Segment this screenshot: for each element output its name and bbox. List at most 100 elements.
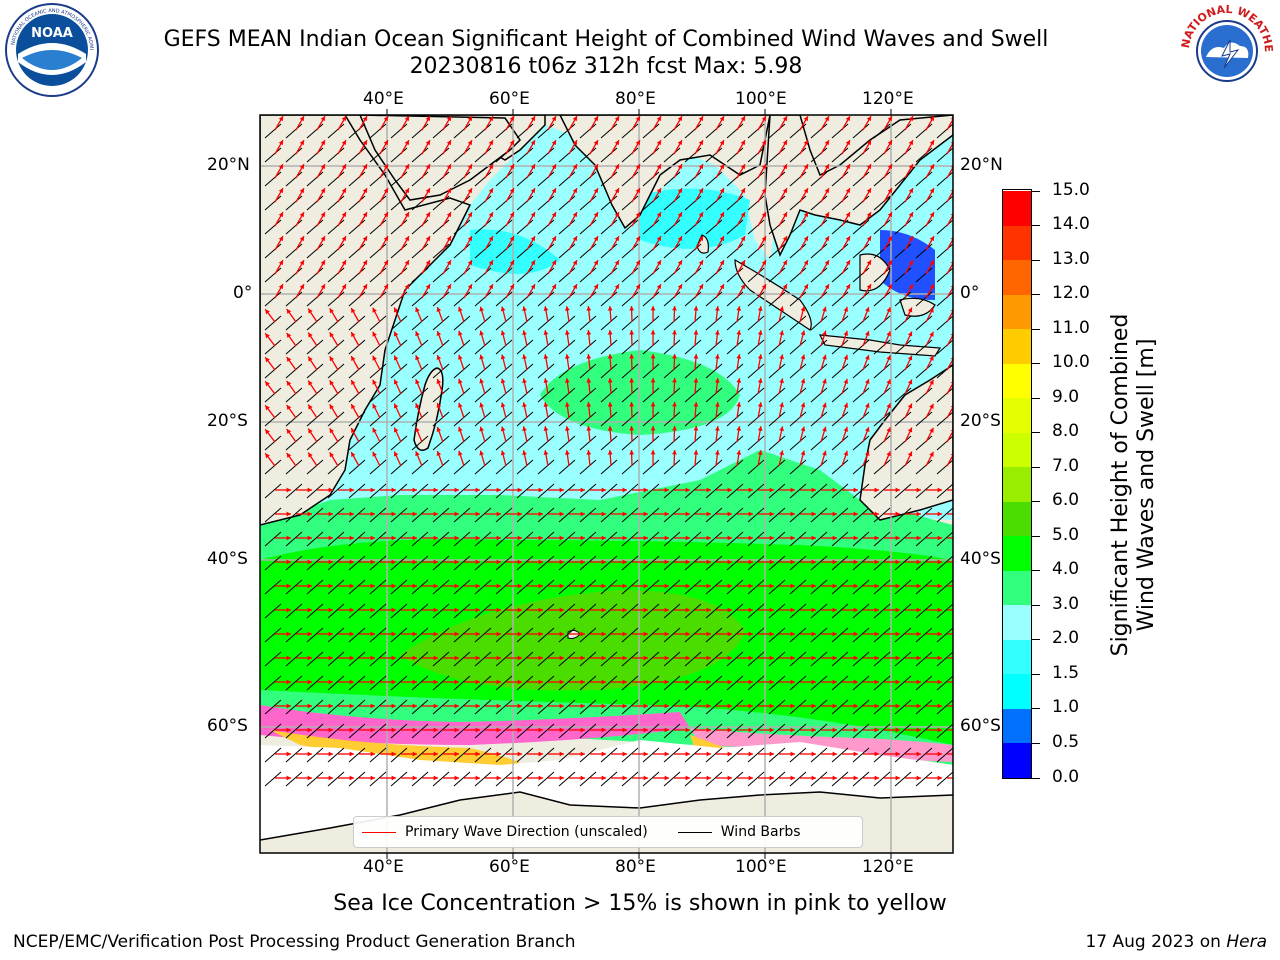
wind-barb bbox=[684, 555, 702, 571]
wave-arrow-head bbox=[769, 559, 774, 565]
wind-barb bbox=[411, 363, 429, 379]
wind-barb bbox=[369, 147, 387, 163]
wind-barb bbox=[705, 603, 723, 619]
wave-arrow-head bbox=[412, 535, 417, 541]
wave-arrow-head bbox=[864, 355, 870, 361]
wind-barb bbox=[831, 339, 849, 355]
wind-barb bbox=[474, 699, 492, 715]
wind-barb bbox=[453, 291, 471, 307]
wave-arrow-head bbox=[509, 140, 514, 146]
wind-barb bbox=[306, 435, 324, 451]
wave-arrow-head bbox=[614, 164, 619, 170]
wind-barb bbox=[936, 747, 953, 763]
wave-arrow-head bbox=[614, 284, 619, 290]
wind-barb bbox=[852, 531, 870, 547]
wave-arrow-head bbox=[886, 355, 891, 361]
wave-arrow-head bbox=[629, 306, 635, 311]
wind-barb bbox=[579, 579, 597, 595]
colorbar-tick-label: 6.0 bbox=[1052, 490, 1080, 511]
wave-arrow-head bbox=[706, 487, 711, 493]
wind-barb bbox=[411, 603, 429, 619]
wind-barb bbox=[852, 147, 870, 163]
wind-barb bbox=[390, 411, 408, 427]
wave-arrow-head bbox=[748, 535, 753, 541]
wind-barb bbox=[390, 243, 408, 259]
wave-arrow-head bbox=[564, 426, 570, 431]
wave-arrow-head bbox=[629, 330, 635, 335]
wave-arrow-head bbox=[479, 402, 485, 408]
wind-barb bbox=[894, 651, 912, 667]
wave-arrow-head bbox=[769, 583, 774, 589]
wind-barb bbox=[579, 531, 597, 547]
wave-arrow-head bbox=[349, 607, 354, 613]
wind-barb bbox=[873, 651, 891, 667]
wave-arrow-head bbox=[874, 607, 879, 613]
wind-barb bbox=[831, 531, 849, 547]
wind-barb bbox=[915, 483, 933, 499]
wind-barb bbox=[663, 651, 681, 667]
wind-barb bbox=[327, 771, 345, 787]
wind-barb bbox=[327, 123, 345, 139]
wave-arrow-head bbox=[412, 751, 417, 757]
wind-barb bbox=[894, 315, 912, 331]
wave-arrow-head bbox=[517, 703, 522, 709]
wave-arrow-head bbox=[908, 284, 913, 290]
wind-barb bbox=[327, 483, 345, 499]
colorbar-tick-label: 14.0 bbox=[1052, 214, 1090, 235]
wind-barb bbox=[936, 387, 953, 403]
wave-arrow-head bbox=[286, 356, 292, 362]
wave-arrow-head bbox=[580, 703, 585, 709]
wind-barb bbox=[831, 195, 849, 211]
wave-arrow-head bbox=[714, 450, 720, 455]
wind-barb bbox=[348, 699, 366, 715]
wind-barb bbox=[264, 195, 282, 211]
wind-barb bbox=[264, 435, 282, 451]
wave-arrow-head bbox=[415, 379, 420, 385]
wind-barb bbox=[789, 147, 807, 163]
wind-barb bbox=[810, 747, 828, 763]
wave-arrow-head bbox=[693, 378, 699, 383]
wave-arrow-head bbox=[509, 164, 514, 170]
wave-arrow-head bbox=[635, 260, 640, 266]
wind-barb bbox=[684, 147, 702, 163]
wind-barb bbox=[789, 315, 807, 331]
wind-barb bbox=[390, 579, 408, 595]
wind-barb bbox=[600, 291, 618, 307]
wave-arrow-head bbox=[509, 116, 514, 122]
wind-barb bbox=[642, 699, 660, 715]
wind-barb bbox=[516, 651, 534, 667]
colorbar-tick-label: 13.0 bbox=[1052, 248, 1090, 269]
wave-arrow-head bbox=[433, 679, 438, 685]
wave-arrow-head bbox=[383, 140, 388, 146]
wave-arrow-head bbox=[607, 330, 613, 335]
wave-arrow-head bbox=[278, 212, 283, 218]
wave-arrow-head bbox=[908, 236, 913, 242]
wave-arrow-head bbox=[845, 164, 850, 170]
wind-barb bbox=[285, 675, 303, 691]
wave-arrow-head bbox=[572, 116, 577, 122]
wind-barb bbox=[327, 219, 345, 235]
wind-barb bbox=[726, 435, 744, 451]
wind-barb bbox=[642, 387, 660, 403]
wind-barb bbox=[831, 603, 849, 619]
wave-arrow-head bbox=[475, 607, 480, 613]
wave-arrow-head bbox=[811, 535, 816, 541]
wave-arrow-head bbox=[307, 487, 312, 493]
noaa-logo-text: NOAA bbox=[31, 26, 73, 41]
wind-barb bbox=[831, 747, 849, 763]
wind-barb bbox=[495, 651, 513, 667]
wind-barb bbox=[537, 267, 555, 283]
wave-arrow-head bbox=[307, 751, 312, 757]
wind-barb bbox=[432, 651, 450, 667]
wind-barb bbox=[579, 123, 597, 139]
wind-barb bbox=[684, 771, 702, 787]
wind-barb bbox=[432, 315, 450, 331]
wind-barb bbox=[747, 507, 765, 523]
wind-barb bbox=[936, 435, 953, 451]
wave-arrow bbox=[946, 406, 953, 419]
wind-barb bbox=[852, 363, 870, 379]
wind-barb bbox=[642, 291, 660, 307]
wave-arrow-head bbox=[916, 487, 921, 493]
wind-barb bbox=[747, 147, 765, 163]
colorbar-label: Significant Height of Combined Wind Wave… bbox=[1108, 314, 1160, 657]
